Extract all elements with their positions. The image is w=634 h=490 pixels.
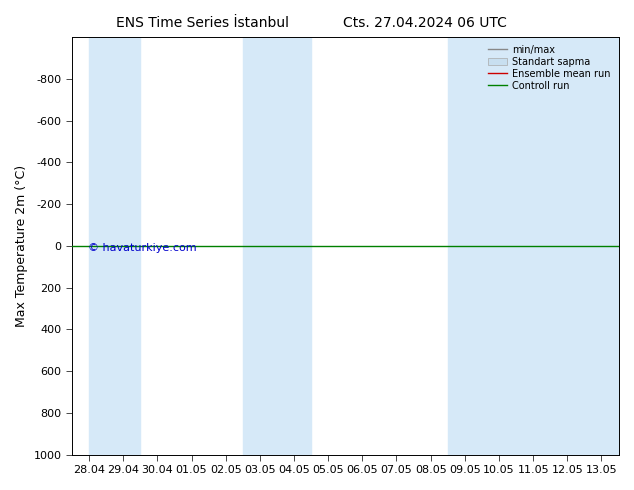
Legend: min/max, Standart sapma, Ensemble mean run, Controll run: min/max, Standart sapma, Ensemble mean r…	[485, 42, 614, 94]
Y-axis label: Max Temperature 2m (°C): Max Temperature 2m (°C)	[15, 165, 28, 327]
Bar	[243, 37, 311, 455]
Bar	[89, 37, 140, 455]
Bar	[448, 37, 619, 455]
Text: ENS Time Series İstanbul: ENS Time Series İstanbul	[117, 16, 289, 30]
Text: Cts. 27.04.2024 06 UTC: Cts. 27.04.2024 06 UTC	[343, 16, 507, 30]
Text: © havaturkiye.com: © havaturkiye.com	[88, 243, 197, 253]
